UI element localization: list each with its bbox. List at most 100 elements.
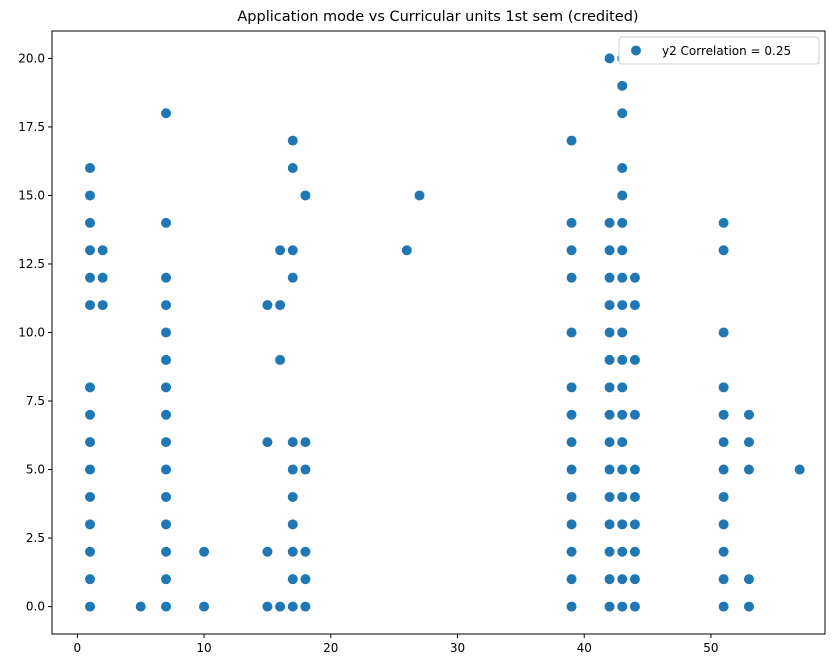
data-point [617, 217, 628, 228]
data-point [617, 574, 628, 585]
data-point [617, 272, 628, 283]
data-point [97, 300, 108, 311]
y-axis-ticks: 0.0 2.5 5.0 7.5 10.0 12.5 15.0 17.5 20.0 [18, 51, 52, 614]
y-tick-label: 7.5 [26, 394, 45, 408]
data-point [275, 354, 286, 365]
data-point [85, 574, 96, 585]
data-point [604, 546, 615, 557]
data-point [604, 327, 615, 338]
data-point [604, 574, 615, 585]
data-point [566, 491, 577, 502]
data-point [161, 464, 172, 475]
data-point [718, 601, 729, 612]
data-point [287, 135, 298, 146]
data-point [287, 163, 298, 174]
data-point [743, 464, 754, 475]
data-point [85, 409, 96, 420]
y-tick-label: 12.5 [18, 257, 45, 271]
data-point [287, 546, 298, 557]
data-point [161, 217, 172, 228]
data-point [604, 245, 615, 256]
data-point [85, 217, 96, 228]
data-point [85, 437, 96, 448]
data-point [629, 354, 640, 365]
data-point [161, 382, 172, 393]
data-point [718, 546, 729, 557]
data-point [566, 437, 577, 448]
data-point [617, 546, 628, 557]
data-point [300, 190, 311, 201]
data-point [161, 437, 172, 448]
data-point [718, 409, 729, 420]
data-point [617, 437, 628, 448]
data-point [161, 327, 172, 338]
data-point [629, 601, 640, 612]
data-point [617, 354, 628, 365]
data-point [718, 382, 729, 393]
data-point [199, 546, 210, 557]
data-point [566, 409, 577, 420]
data-point [85, 464, 96, 475]
data-point [629, 300, 640, 311]
data-point [617, 245, 628, 256]
data-point [629, 574, 640, 585]
data-point [604, 53, 615, 64]
data-point [262, 437, 273, 448]
data-point [604, 464, 615, 475]
x-tick-label: 30 [450, 641, 465, 655]
data-point [718, 245, 729, 256]
data-point [161, 300, 172, 311]
data-point [85, 163, 96, 174]
data-point [566, 272, 577, 283]
data-point [161, 519, 172, 530]
data-point [161, 574, 172, 585]
data-point [617, 327, 628, 338]
data-point [629, 272, 640, 283]
data-point [617, 300, 628, 311]
data-points [85, 53, 805, 612]
y-tick-label: 2.5 [26, 531, 45, 545]
data-point [161, 546, 172, 557]
data-point [85, 190, 96, 201]
data-point [161, 108, 172, 119]
y-tick-label: 20.0 [18, 51, 45, 65]
data-point [287, 574, 298, 585]
data-point [262, 546, 273, 557]
data-point [135, 601, 146, 612]
x-tick-label: 40 [577, 641, 592, 655]
data-point [85, 601, 96, 612]
data-point [629, 409, 640, 420]
data-point [300, 437, 311, 448]
data-point [161, 601, 172, 612]
x-tick-label: 10 [196, 641, 211, 655]
data-point [604, 272, 615, 283]
data-point [617, 491, 628, 502]
y-tick-label: 0.0 [26, 600, 45, 614]
data-point [262, 300, 273, 311]
data-point [743, 574, 754, 585]
data-point [604, 354, 615, 365]
data-point [85, 272, 96, 283]
x-tick-label: 0 [74, 641, 82, 655]
data-point [566, 327, 577, 338]
data-point [604, 300, 615, 311]
data-point [718, 574, 729, 585]
data-point [718, 519, 729, 530]
data-point [287, 464, 298, 475]
data-point [617, 464, 628, 475]
data-point [300, 601, 311, 612]
data-point [629, 464, 640, 475]
data-point [85, 546, 96, 557]
data-point [199, 601, 210, 612]
data-point [300, 574, 311, 585]
data-point [287, 437, 298, 448]
data-point [287, 491, 298, 502]
x-tick-label: 20 [323, 641, 338, 655]
data-point [629, 491, 640, 502]
data-point [604, 409, 615, 420]
data-point [161, 409, 172, 420]
data-point [617, 80, 628, 91]
data-point [617, 108, 628, 119]
y-tick-label: 17.5 [18, 120, 45, 134]
data-point [566, 382, 577, 393]
